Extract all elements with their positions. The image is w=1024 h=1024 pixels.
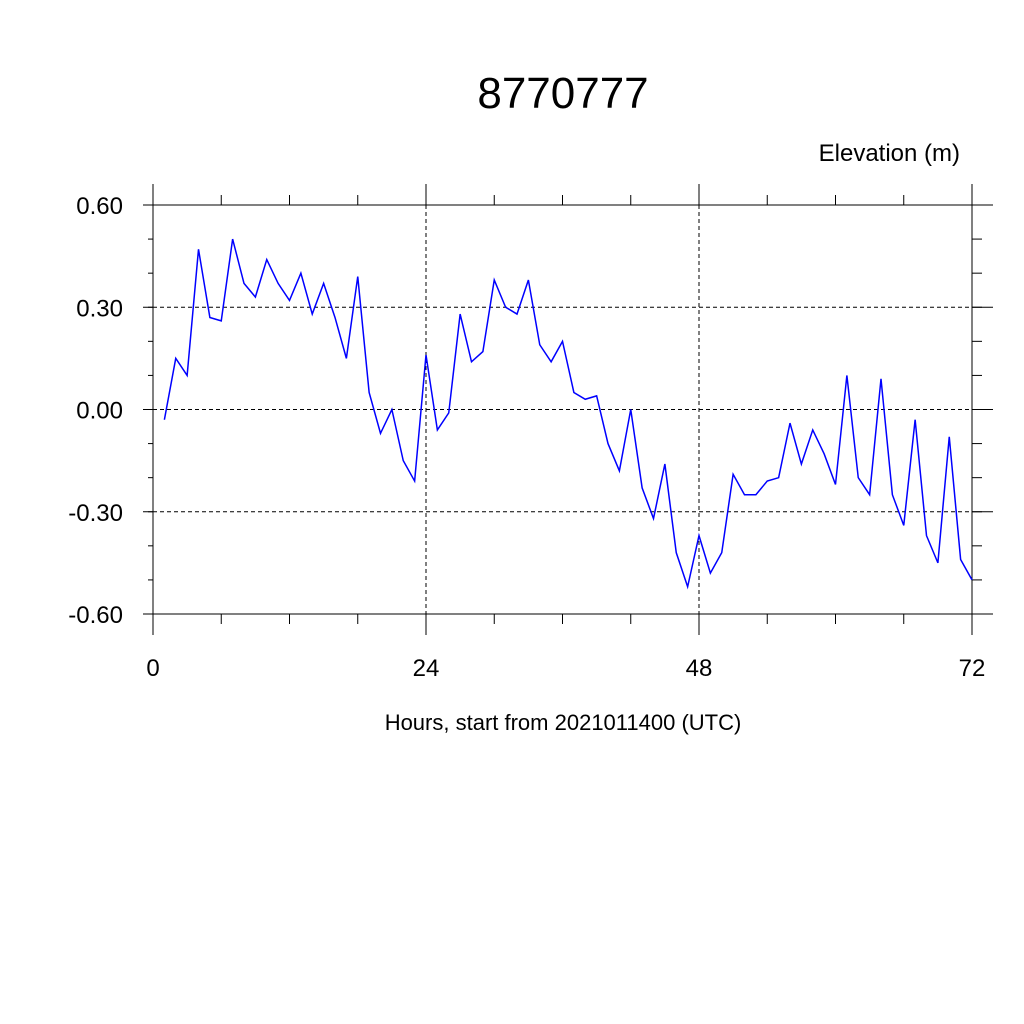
x-tick-label: 0	[146, 655, 159, 682]
y-tick-label: 0.60	[76, 193, 123, 220]
x-tick-labels: 0 24 48 72	[146, 655, 985, 682]
y-tick-label: 0.30	[76, 295, 123, 322]
y-tick-label: 0.00	[76, 398, 123, 425]
x-tick-label: 24	[413, 655, 440, 682]
x-tick-label: 48	[686, 655, 713, 682]
x-axis-label: Hours, start from 2021011400 (UTC)	[385, 710, 742, 735]
plot-frame	[152, 204, 973, 615]
grid-lines	[152, 204, 973, 615]
y-tick-labels: 0.60 0.30 0.00 -0.30 -0.60	[68, 193, 123, 629]
chart-title: 8770777	[477, 69, 648, 118]
elevation-series-line	[163, 238, 973, 590]
y-tick-label: -0.60	[68, 602, 123, 629]
x-tick-label: 72	[959, 655, 986, 682]
chart-subtitle: Elevation (m)	[819, 140, 960, 167]
y-tick-label: -0.30	[68, 500, 123, 527]
axis-ticks	[143, 184, 993, 635]
